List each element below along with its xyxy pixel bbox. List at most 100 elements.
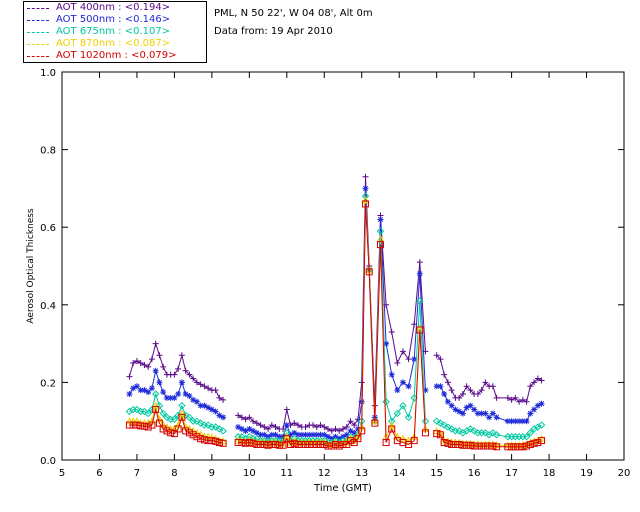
data-point bbox=[130, 385, 137, 392]
data-point bbox=[538, 377, 545, 384]
data-point bbox=[519, 396, 526, 403]
data-point bbox=[313, 440, 321, 448]
data-point bbox=[452, 406, 459, 413]
data-point bbox=[371, 419, 379, 427]
data-point bbox=[444, 423, 452, 431]
data-point bbox=[486, 414, 493, 421]
data-point bbox=[444, 439, 452, 447]
data-point bbox=[436, 419, 445, 427]
data-point bbox=[530, 439, 538, 447]
data-point bbox=[211, 423, 220, 431]
data-point bbox=[365, 268, 373, 276]
data-point bbox=[433, 430, 441, 438]
data-point bbox=[325, 433, 332, 440]
data-point bbox=[133, 417, 141, 425]
data-point bbox=[512, 418, 519, 425]
data-point bbox=[448, 387, 455, 394]
legend-entry: AOT 500nm : <0.146> bbox=[24, 14, 206, 26]
data-point bbox=[393, 409, 402, 418]
data-point bbox=[493, 443, 501, 451]
series-line bbox=[436, 433, 542, 448]
data-point bbox=[245, 439, 253, 447]
x-tick-label: 16 bbox=[468, 468, 481, 479]
data-point bbox=[156, 379, 163, 386]
data-point bbox=[235, 412, 242, 419]
data-point bbox=[126, 373, 133, 380]
data-point bbox=[489, 442, 497, 450]
data-point bbox=[196, 430, 205, 438]
data-point bbox=[328, 442, 336, 450]
data-point bbox=[148, 421, 156, 429]
data-point bbox=[441, 371, 448, 378]
data-point bbox=[215, 425, 224, 433]
data-point bbox=[519, 443, 527, 451]
data-point bbox=[186, 392, 193, 399]
data-point bbox=[440, 421, 448, 429]
data-point bbox=[193, 417, 201, 425]
data-point bbox=[361, 200, 369, 208]
data-point bbox=[448, 402, 455, 409]
data-point bbox=[186, 371, 193, 378]
data-point bbox=[252, 438, 261, 446]
data-point bbox=[215, 439, 223, 447]
data-point bbox=[246, 414, 253, 421]
data-point bbox=[522, 433, 531, 441]
data-point bbox=[405, 383, 412, 390]
data-point bbox=[527, 383, 534, 390]
data-point bbox=[152, 406, 160, 414]
data-point bbox=[376, 241, 384, 249]
data-point bbox=[481, 440, 490, 448]
data-point bbox=[324, 442, 332, 450]
date-info: Data from: 19 Apr 2010 bbox=[214, 26, 333, 37]
data-point bbox=[382, 439, 390, 447]
data-point bbox=[219, 437, 227, 445]
y-tick-label: 0.0 bbox=[40, 456, 56, 467]
data-point bbox=[316, 438, 325, 446]
data-point bbox=[250, 418, 257, 425]
legend-label: AOT 870nm : <0.087> bbox=[56, 38, 171, 49]
data-point bbox=[133, 405, 141, 414]
data-point bbox=[242, 416, 249, 423]
data-point bbox=[332, 440, 340, 448]
legend-entry: AOT 1020nm : <0.079> bbox=[24, 50, 206, 62]
data-point bbox=[347, 427, 354, 434]
data-point bbox=[264, 441, 272, 449]
data-point bbox=[310, 422, 317, 429]
legend-label: AOT 675nm : <0.107> bbox=[56, 26, 171, 37]
data-point bbox=[220, 414, 227, 421]
data-point bbox=[190, 396, 197, 403]
data-point bbox=[351, 429, 358, 436]
legend-label: AOT 1020nm : <0.079> bbox=[56, 50, 177, 61]
data-point bbox=[371, 417, 379, 425]
data-point bbox=[332, 433, 339, 440]
data-point bbox=[493, 394, 500, 401]
data-point bbox=[489, 429, 497, 437]
data-point bbox=[526, 440, 534, 448]
data-point bbox=[321, 424, 328, 431]
data-point bbox=[220, 396, 227, 403]
legend-swatch bbox=[27, 32, 49, 33]
data-point bbox=[167, 394, 174, 401]
data-point bbox=[298, 440, 306, 448]
x-tick-label: 10 bbox=[243, 468, 256, 479]
data-point bbox=[280, 433, 287, 440]
data-point bbox=[482, 410, 489, 417]
data-point bbox=[163, 427, 171, 435]
data-point bbox=[405, 356, 412, 363]
data-point bbox=[234, 436, 242, 444]
data-point bbox=[234, 439, 242, 447]
legend-label: AOT 500nm : <0.146> bbox=[56, 14, 171, 25]
data-point bbox=[200, 436, 208, 444]
data-point bbox=[260, 440, 268, 448]
data-point bbox=[410, 437, 418, 445]
data-point bbox=[151, 390, 160, 398]
data-point bbox=[216, 412, 223, 419]
data-point bbox=[531, 379, 538, 386]
x-tick-label: 5 bbox=[59, 468, 65, 479]
data-point bbox=[339, 440, 347, 448]
data-point bbox=[376, 227, 385, 235]
x-tick-label: 13 bbox=[355, 468, 368, 479]
data-point bbox=[508, 418, 515, 425]
data-point bbox=[405, 440, 413, 448]
